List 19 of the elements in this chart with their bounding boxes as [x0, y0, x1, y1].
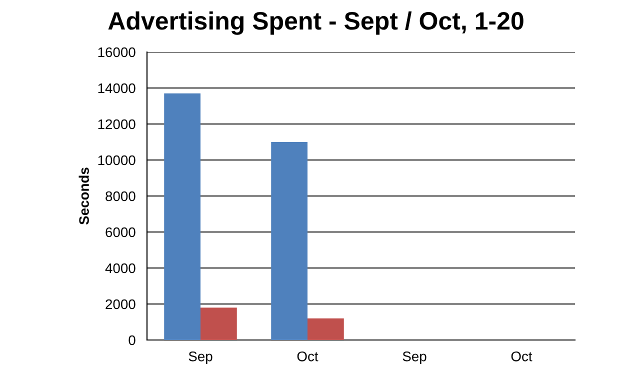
- bar: [271, 142, 308, 340]
- y-tick-label: 10000: [98, 155, 136, 166]
- y-tick-label: 8000: [106, 191, 136, 202]
- y-axis-title: Seconds: [78, 168, 89, 225]
- y-tick-label: 12000: [98, 119, 136, 130]
- chart-title: Advertising Spent - Sept / Oct, 1-20: [108, 11, 524, 35]
- x-tick-label: Oct: [511, 351, 532, 362]
- bar: [200, 308, 237, 340]
- x-tick-label: Sep: [188, 351, 212, 364]
- x-tick-label: Oct: [297, 351, 318, 362]
- y-tick-label: 4000: [105, 263, 136, 274]
- y-tick-label: 6000: [106, 227, 136, 238]
- bar: [308, 318, 344, 340]
- y-tick-label: 2000: [106, 299, 136, 310]
- y-tick-label: 16000: [98, 47, 136, 58]
- y-tick-label: 0: [128, 335, 136, 346]
- bar: [164, 93, 200, 340]
- x-tick-label: Sep: [402, 351, 426, 364]
- y-tick-label: 14000: [98, 83, 136, 94]
